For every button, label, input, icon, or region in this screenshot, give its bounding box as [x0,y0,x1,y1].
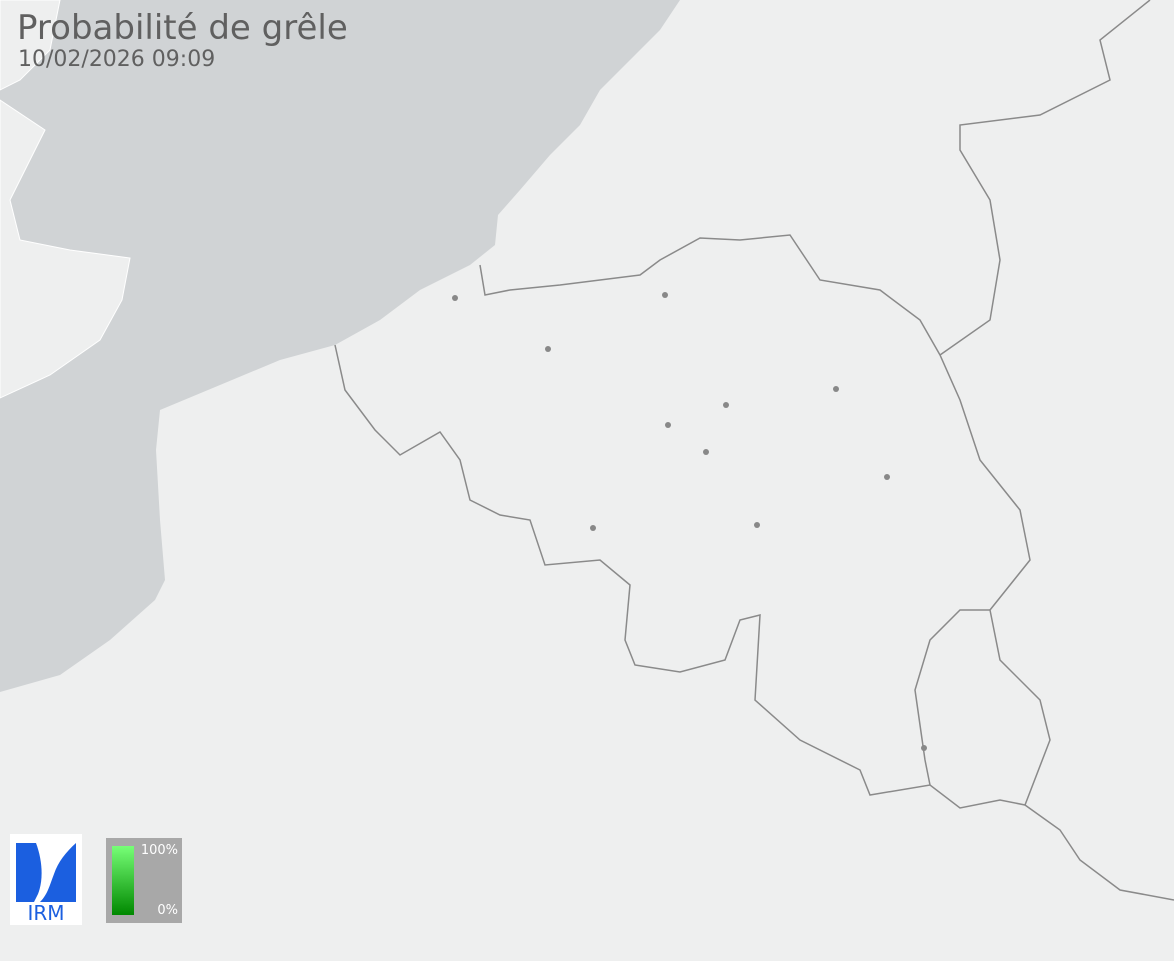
uk-land-north [0,0,61,91]
city-dot [703,449,709,455]
city-dot [545,346,551,352]
city-dot [723,402,729,408]
city-dots [452,292,927,751]
france-germany-border [1024,804,1174,901]
city-dot [754,522,760,528]
map-timestamp: 10/02/2026 09:09 [18,47,216,72]
city-dot [884,474,890,480]
uk-land [0,99,131,399]
city-dot [662,292,668,298]
city-dot [833,386,839,392]
svg-text:IRM: IRM [27,901,64,925]
luxembourg-border [914,609,990,786]
map-title: Probabilité de grêle [17,8,348,48]
legend-min-label: 0% [157,903,178,918]
legend-max-label: 100% [140,843,178,858]
belgium-border [334,234,1051,809]
irm-logo: IRM [10,834,82,925]
irm-logo-icon: IRM [16,843,76,925]
city-dot [665,422,671,428]
legend-color-bar [112,846,134,915]
city-dot [452,295,458,301]
city-dot [921,745,927,751]
netherlands-germany-border [939,0,1151,356]
city-dot [590,525,596,531]
sea [0,0,680,692]
probability-legend: 100% 0% [106,838,182,923]
